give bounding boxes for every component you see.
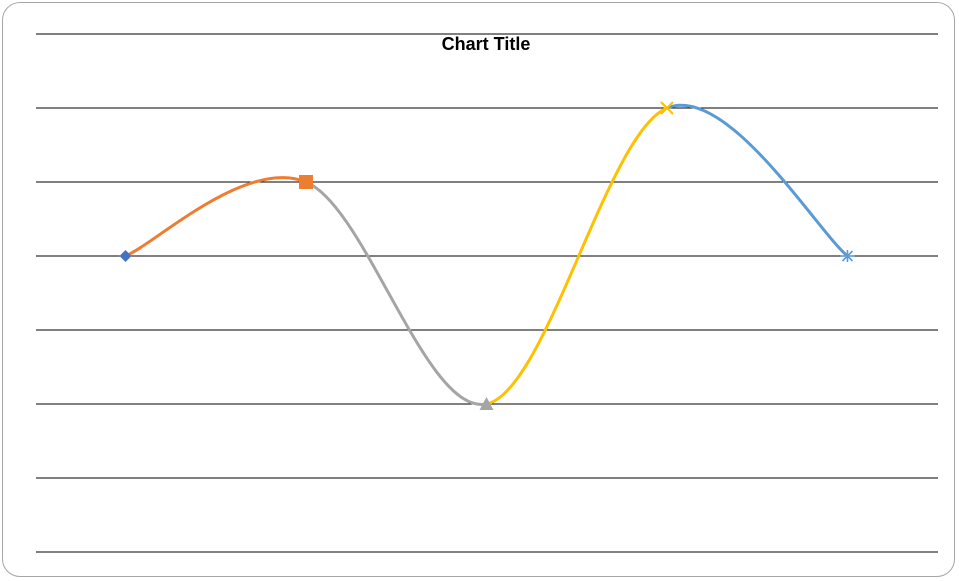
series-line [304,180,488,406]
chart-title: Chart Title [441,34,531,54]
series-line [665,103,849,258]
data-point-star [840,250,855,262]
data-point-triangle [479,397,494,410]
data-point-x [660,101,674,115]
series-line [124,176,308,258]
data-point-square [299,175,313,189]
data-point-diamond [119,250,132,262]
series-line [485,106,669,406]
